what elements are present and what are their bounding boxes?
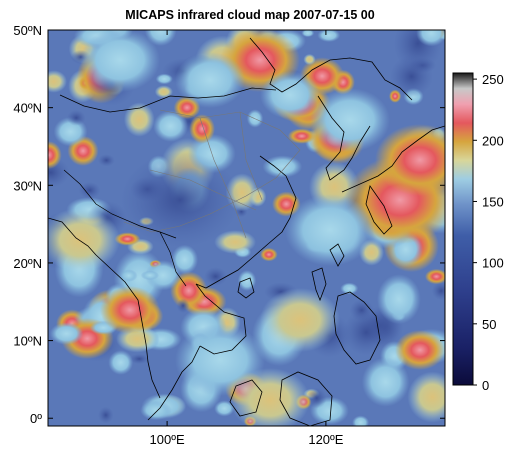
longitude-axis: 100ºE 120ºE [150, 30, 344, 447]
cloud-cluster [230, 368, 310, 426]
cloud-patch [129, 353, 149, 365]
province-borders [123, 109, 301, 239]
cloud-patch [97, 154, 115, 167]
cloud-patch [108, 350, 134, 375]
cloud-cluster [375, 124, 445, 196]
cloud-patch [262, 155, 303, 178]
lat-tick-label: 30ºN [13, 178, 42, 193]
cloud-cluster [310, 88, 390, 152]
colorbar-tick-label: 100 [482, 256, 504, 271]
cloud-patch [407, 371, 445, 423]
colorbar [452, 72, 474, 386]
lon-tick-label: 120ºE [308, 432, 343, 447]
cloud-patch [98, 406, 114, 424]
colorbar-axis: 0 50 100 150 200 250 [473, 72, 504, 393]
lat-tick-label: 40ºN [13, 101, 42, 116]
cloud-patch [431, 281, 445, 301]
cloud-patch [49, 322, 84, 345]
cloud-patch [361, 357, 410, 407]
cloud-patch [78, 181, 101, 199]
latitude-axis: 50ºN 40ºN 30ºN 20ºN 10ºN 0º [13, 23, 445, 426]
cloud-patch [340, 282, 359, 295]
country-borders [59, 87, 277, 287]
cloud-patch [306, 387, 327, 409]
colorbar-tick-label: 150 [482, 194, 504, 209]
cloud-patch [301, 30, 315, 38]
cloud-patch [416, 30, 445, 47]
cloud-patch [155, 73, 173, 85]
cloud-patch [237, 270, 257, 291]
cloud-patch [260, 247, 278, 262]
cloud-patch [424, 268, 445, 285]
cloud-patch [145, 260, 182, 291]
cloud-patch [176, 298, 190, 314]
map-title: MICAPS infrared cloud map 2007-07-15 00 [125, 8, 375, 22]
cloud-imagery [48, 30, 445, 426]
cloud-cluster [80, 30, 160, 92]
coastlines [48, 37, 445, 426]
cloud-patch [48, 70, 67, 93]
cloud-patch [214, 400, 235, 417]
lon-tick-label: 100ºE [150, 432, 185, 447]
cloud-cluster [175, 52, 245, 108]
cloud-patch [303, 53, 316, 65]
lat-tick-label: 10ºN [13, 334, 42, 349]
cloud-patch [376, 274, 421, 325]
cloud-cluster [260, 288, 340, 352]
cloud-patch [154, 85, 173, 99]
cloud-cluster [100, 286, 160, 334]
cloud-patch [153, 110, 189, 142]
cloud-patch [123, 102, 155, 137]
map-frame [47, 29, 446, 427]
cloud-patch [140, 270, 160, 281]
colorbar-tick-label: 50 [482, 317, 496, 332]
cloud-patch [203, 267, 228, 286]
cloud-cluster [395, 330, 445, 370]
lat-tick-label: 50ºN [13, 23, 42, 38]
cloud-cluster [260, 71, 320, 119]
cloud-patch [114, 232, 141, 246]
cloud-patch [189, 114, 215, 144]
colorbar-tick-label: 200 [482, 133, 504, 148]
cloud-cluster [120, 152, 240, 248]
cloud-patch [66, 109, 86, 126]
cloud-cluster [285, 194, 375, 266]
cloud-patch [120, 269, 138, 282]
cloud-patch [317, 30, 341, 42]
lat-tick-label: 20ºN [13, 256, 42, 271]
colorbar-tick-label: 250 [482, 72, 504, 87]
cloud-patch [389, 55, 434, 98]
cloud-patch [352, 415, 370, 426]
cloud-patch [48, 141, 62, 170]
cloud-cluster [48, 208, 120, 272]
colorbar-tick-label: 0 [482, 378, 489, 393]
cloud-patch [140, 400, 172, 421]
lat-tick-label: 0º [30, 411, 42, 426]
